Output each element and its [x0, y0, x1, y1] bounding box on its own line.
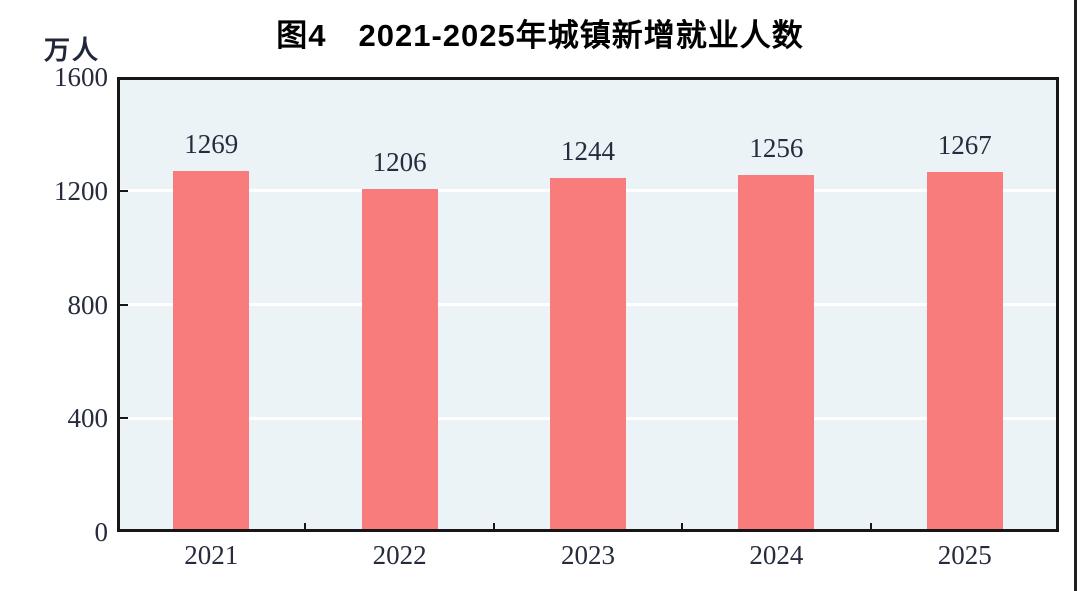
- bar-2024: [738, 174, 815, 532]
- y-tick-mark-800: [117, 303, 128, 306]
- bar-2021: [173, 171, 250, 532]
- x-tick-mark-1: [304, 523, 307, 532]
- x-tick-mark-3: [681, 523, 684, 532]
- x-tick-label-2022: 2022: [372, 540, 427, 570]
- y-tick-label-800: 800: [67, 289, 109, 320]
- y-tick-label-1200: 1200: [54, 175, 108, 206]
- bar-value-label-2024: 1256: [749, 132, 804, 163]
- y-tick-label-400: 400: [67, 403, 109, 434]
- x-tick-label-2023: 2023: [561, 540, 615, 570]
- bar-2023: [550, 178, 626, 532]
- page-edge-line: [1074, 0, 1077, 591]
- x-tick-label-2021: 2021: [184, 540, 239, 570]
- y-axis-unit-label: 万人: [44, 36, 101, 65]
- plot-area: 1269 1206 1244 1256 1267: [117, 77, 1059, 532]
- bar-2025: [926, 171, 1003, 532]
- bar-value-label-2022: 1206: [372, 147, 427, 178]
- bar-value-label-2021: 1269: [184, 129, 239, 160]
- bar-value-label-2025: 1267: [937, 129, 992, 160]
- x-tick-mark-4: [869, 523, 872, 532]
- bar-2022: [361, 189, 438, 532]
- y-tick-label-1600: 1600: [54, 62, 108, 92]
- x-tick-mark-2: [492, 523, 495, 532]
- y-tick-mark-400: [117, 417, 128, 420]
- bar-value-label-2023: 1244: [561, 136, 615, 167]
- y-tick-mark-1200: [117, 189, 128, 192]
- x-tick-label-2024: 2024: [749, 540, 804, 570]
- x-tick-label-2025: 2025: [937, 540, 992, 570]
- y-tick-label-0: 0: [94, 517, 109, 547]
- chart-title: 图4 2021-2025年城镇新增就业人数: [276, 18, 804, 53]
